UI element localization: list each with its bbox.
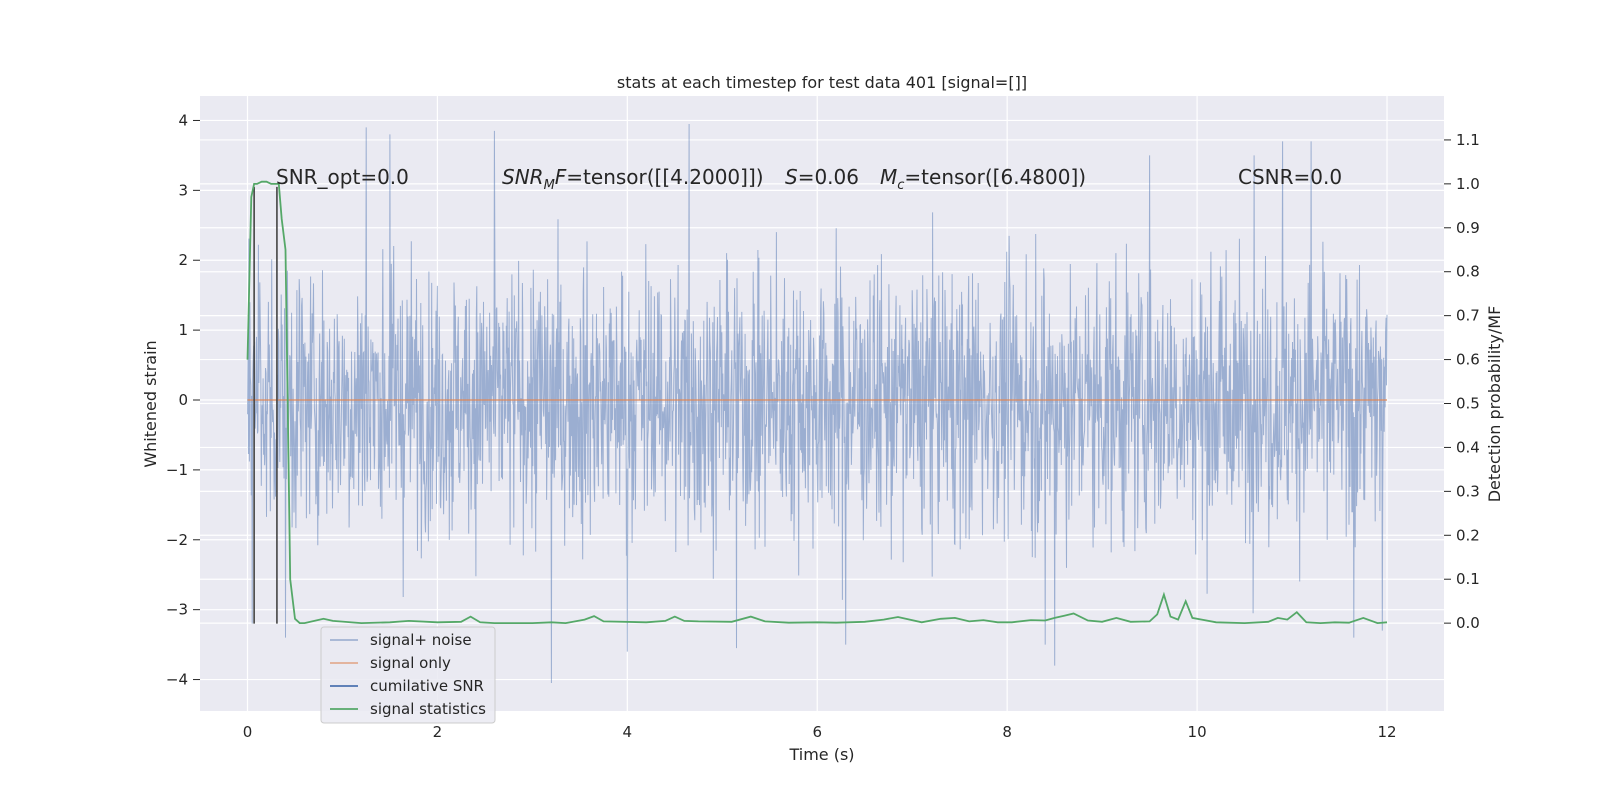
signal-statistics-series [246, 180, 1388, 625]
y-axis-right-label: Detection probability/MF [1485, 306, 1504, 503]
y-right-tick-label: 0.8 [1456, 263, 1480, 281]
right-axis-ticks: 1.1 1.0 0.9 0.8 0.7 0.6 0.5 0.4 0.3 0.2 0.1 0.0 [1444, 131, 1480, 632]
signal-noise-series [247, 123, 1388, 684]
y-right-tick-label: 1.0 [1456, 175, 1480, 193]
y-tick-label: −4 [166, 671, 188, 689]
y-right-tick-label: 0.1 [1456, 570, 1480, 588]
y-right-tick-label: 0.4 [1456, 438, 1480, 456]
y-right-tick-label: 0.2 [1456, 526, 1480, 544]
y-right-tick-label: 0.0 [1456, 614, 1480, 632]
y-tick-label: 2 [178, 251, 188, 269]
signal-statistics-line [246, 180, 1388, 625]
annotation-snr-mf: SNRMF=tensor([[4.2000]]) [502, 165, 764, 193]
y-tick-label: 0 [178, 391, 188, 409]
y-tick-label: −2 [166, 531, 188, 549]
legend-label-signal-noise: signal+ noise [370, 631, 472, 649]
legend-label-signal-statistics: signal statistics [370, 700, 486, 718]
annotation-snr-opt: SNR_opt=0.0 [276, 165, 409, 189]
x-tick-label: 8 [1002, 723, 1012, 741]
y-tick-label: 3 [178, 181, 188, 199]
legend-label-signal-only: signal only [370, 654, 451, 672]
chart-title: stats at each timestep for test data 401… [617, 73, 1027, 92]
x-tick-label: 0 [243, 723, 253, 741]
annotation-mc: Mc=tensor([6.4800]) [880, 165, 1086, 193]
y-tick-label: −3 [166, 601, 188, 619]
x-tick-label: 2 [433, 723, 443, 741]
y-tick-label: −1 [166, 461, 188, 479]
y-right-tick-label: 0.6 [1456, 351, 1480, 369]
y-right-tick-label: 0.5 [1456, 395, 1480, 413]
annotation-csnr: CSNR=0.0 [1238, 165, 1342, 189]
y-right-tick-label: 0.7 [1456, 307, 1480, 325]
y-right-tick-label: 0.9 [1456, 219, 1480, 237]
x-tick-label: 4 [623, 723, 633, 741]
y-right-tick-label: 0.3 [1456, 482, 1480, 500]
left-axis-ticks: 4 3 2 1 0 −1 −2 −3 −4 [166, 111, 200, 689]
x-tick-label: 6 [812, 723, 822, 741]
x-axis-label: Time (s) [788, 745, 854, 764]
legend-box [320, 626, 496, 724]
x-tick-label: 12 [1377, 723, 1396, 741]
legend-label-cumulative-snr: cumilative SNR [370, 677, 484, 695]
y-tick-label: 4 [178, 111, 188, 129]
y-tick-label: 1 [178, 321, 188, 339]
x-tick-label: 10 [1188, 723, 1207, 741]
legend: signal+ noise signal only cumilative SNR… [320, 626, 496, 724]
annotation-s: S=0.06 [785, 165, 859, 189]
x-axis-ticks: 0 2 4 6 8 10 12 [243, 723, 1397, 741]
y-right-tick-label: 1.1 [1456, 131, 1480, 149]
cumulative-snr-lines [253, 186, 278, 624]
signal-noise-line [247, 123, 1388, 684]
y-axis-label: Whitened strain [141, 340, 160, 467]
